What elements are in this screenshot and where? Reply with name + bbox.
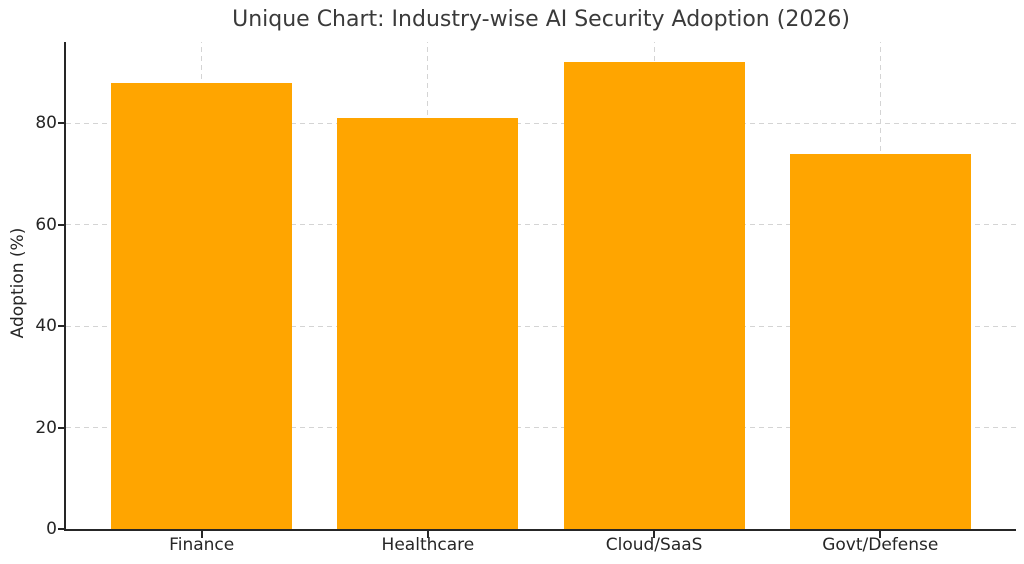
gridline-h bbox=[66, 325, 1016, 327]
x-tick-mark bbox=[200, 531, 203, 538]
y-tick-mark bbox=[58, 122, 65, 125]
x-tick-mark bbox=[426, 531, 429, 538]
y-tick-label: 80 bbox=[35, 113, 57, 134]
bar-healthcare bbox=[337, 118, 519, 529]
y-tick-mark bbox=[58, 325, 65, 328]
x-tick-label: Finance bbox=[169, 535, 235, 555]
y-tick-label: 40 bbox=[35, 316, 57, 337]
y-tick-label: 20 bbox=[35, 417, 57, 438]
y-tick-mark bbox=[58, 223, 65, 226]
chart-title: Unique Chart: Industry-wise AI Security … bbox=[232, 7, 850, 32]
x-tick-label: Govt/Defense bbox=[822, 535, 939, 555]
gridline-h bbox=[66, 224, 1016, 226]
gridline-h bbox=[66, 427, 1016, 429]
x-tick-mark bbox=[653, 531, 656, 538]
y-tick-label: 0 bbox=[46, 519, 57, 539]
y-tick-label: 60 bbox=[35, 214, 57, 235]
x-tick-label: Cloud/SaaS bbox=[605, 535, 703, 555]
plot-area bbox=[64, 42, 1016, 531]
bar-govt-defense bbox=[789, 153, 971, 529]
bar-cloud-saas bbox=[563, 62, 745, 529]
x-tick-label: Healthcare bbox=[381, 535, 475, 555]
bar-finance bbox=[111, 82, 293, 529]
y-tick-mark bbox=[58, 528, 65, 530]
gridline-h bbox=[66, 122, 1016, 124]
x-tick-mark bbox=[879, 531, 882, 538]
y-tick-mark bbox=[58, 426, 65, 429]
